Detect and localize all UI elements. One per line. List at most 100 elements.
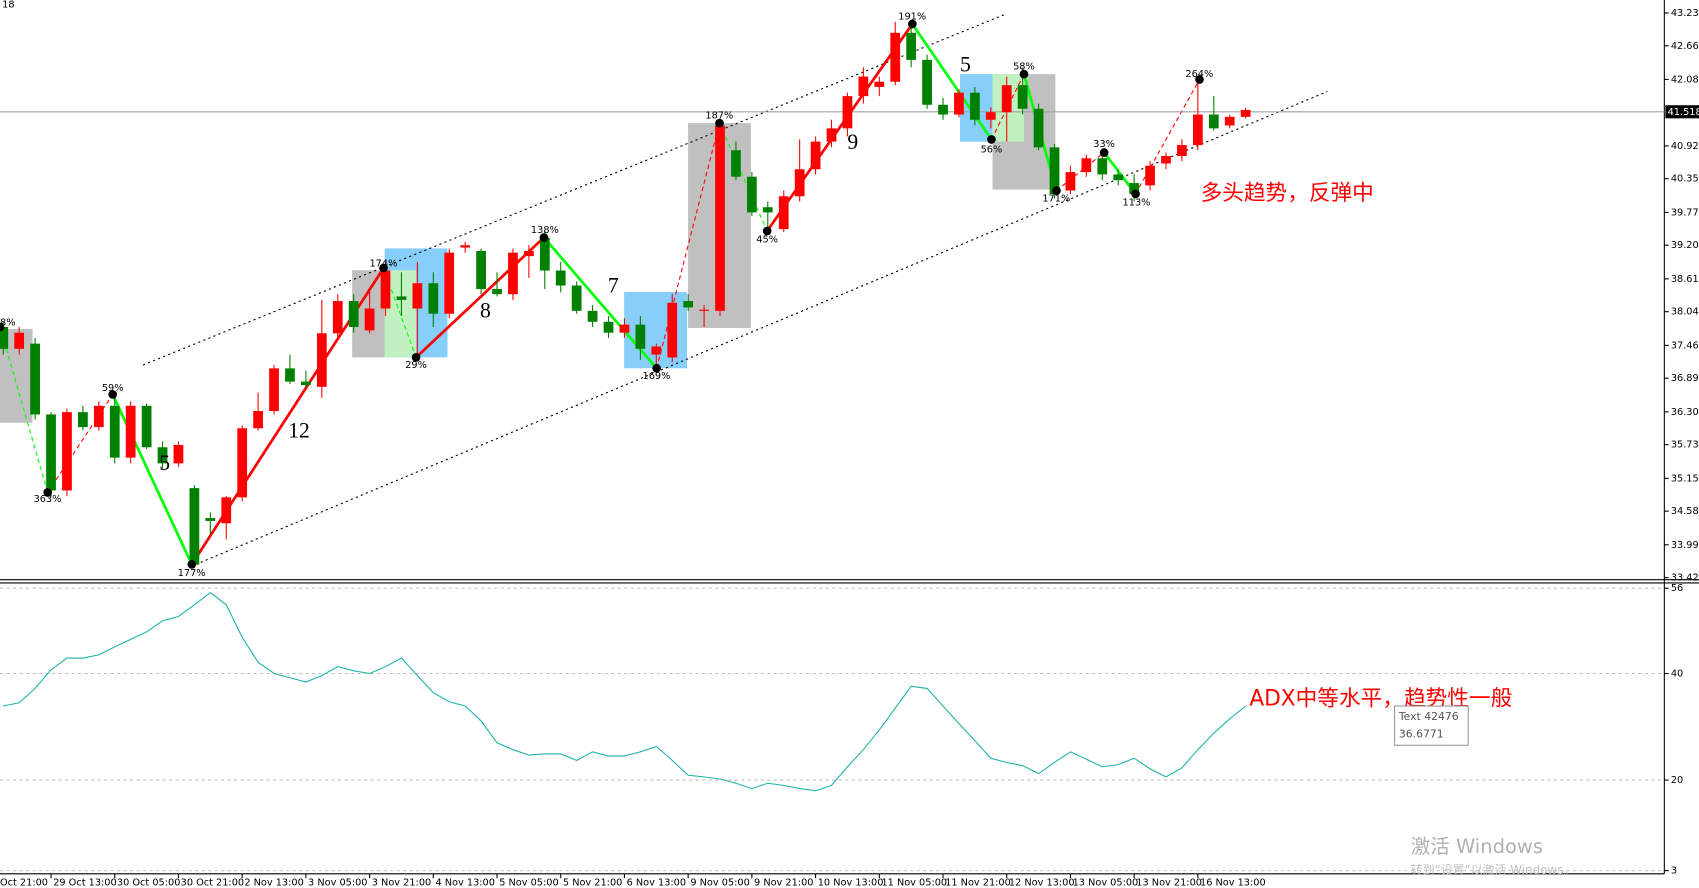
pivot-dot bbox=[411, 353, 421, 362]
candle-body bbox=[1097, 158, 1108, 175]
candle-body bbox=[285, 368, 295, 382]
candle-body bbox=[221, 497, 232, 524]
x-tick-label: 3 Nov 21:00 bbox=[372, 878, 431, 888]
candle-body bbox=[348, 301, 359, 327]
candle-body bbox=[906, 32, 917, 60]
candle-body bbox=[508, 252, 518, 295]
pivot-dot bbox=[379, 263, 388, 273]
candle-body bbox=[460, 245, 471, 248]
wave-count: 12 bbox=[288, 419, 310, 443]
adx-line bbox=[3, 591, 1246, 792]
candle-body bbox=[1081, 158, 1092, 173]
percent-label: 29% bbox=[405, 360, 427, 371]
current-price-box bbox=[1665, 105, 1699, 119]
percent-label: 8% bbox=[0, 317, 15, 328]
x-tick-label: 16 Nov 13:00 bbox=[1200, 878, 1266, 888]
wave-count: 7 bbox=[608, 274, 619, 298]
candle-body bbox=[157, 447, 168, 464]
x-tick-label: 12 Nov 13:00 bbox=[1009, 878, 1075, 888]
candle-body bbox=[269, 368, 279, 411]
pivot-dot bbox=[1099, 148, 1109, 157]
corner-label: 18 bbox=[2, 0, 14, 10]
wave-count: 5 bbox=[960, 52, 971, 76]
zigzag bbox=[111, 393, 194, 565]
y-tick-label: 39.200 bbox=[1671, 240, 1699, 251]
current-price-label: 41.518 bbox=[1668, 107, 1699, 118]
y-tick-label: 56 bbox=[1671, 583, 1683, 594]
candle-body bbox=[922, 59, 932, 105]
candle-body bbox=[237, 428, 248, 498]
x-tick-label: 6 Nov 13:00 bbox=[627, 878, 686, 888]
candle-body bbox=[842, 96, 853, 129]
percent-label: 171% bbox=[1042, 193, 1070, 204]
percent-label: 33% bbox=[1093, 139, 1115, 150]
candle-body bbox=[316, 333, 327, 387]
x-tick-label: 30 Oct 21:00 bbox=[181, 878, 244, 888]
percent-label: 59% bbox=[102, 383, 124, 394]
candle-body bbox=[826, 128, 837, 142]
x-tick-label: 11 Nov 05:00 bbox=[881, 878, 947, 888]
y-tick-label: 37.460 bbox=[1671, 340, 1699, 351]
tooltip-text: 36.6771 bbox=[1399, 727, 1444, 740]
candle-body bbox=[125, 405, 136, 458]
x-tick-label: 11 Nov 21:00 bbox=[945, 878, 1011, 888]
watermark: 转到“设置”以激活 Windows。 bbox=[1411, 862, 1575, 877]
candle-body bbox=[794, 169, 805, 197]
y-tick-label: 40.355 bbox=[1671, 174, 1699, 185]
candle-body bbox=[173, 444, 184, 464]
percent-label: 177% bbox=[178, 568, 206, 579]
percent-label: 187% bbox=[705, 110, 733, 121]
candle-body bbox=[78, 412, 88, 428]
zigzag bbox=[415, 236, 545, 359]
pivot-dot bbox=[762, 226, 772, 236]
percent-label: 264% bbox=[1185, 69, 1213, 80]
candle-body bbox=[954, 92, 964, 115]
x-tick-label: 9 Nov 05:00 bbox=[690, 878, 749, 888]
candle-body bbox=[858, 76, 869, 97]
x-tick-label: 13 Nov 21:00 bbox=[1136, 878, 1202, 888]
y-tick-label: 38.615 bbox=[1671, 274, 1699, 285]
candle-body bbox=[30, 343, 40, 415]
candle-body bbox=[0, 326, 9, 349]
candle-body bbox=[62, 412, 72, 491]
pivot-dot bbox=[1131, 189, 1140, 199]
candle-body bbox=[762, 207, 773, 213]
y-tick-label: 40 bbox=[1671, 668, 1683, 679]
percent-label: 113% bbox=[1123, 198, 1151, 209]
y-tick-label: 42.080 bbox=[1671, 74, 1699, 85]
candle-body bbox=[364, 308, 375, 331]
percent-label: 169% bbox=[643, 371, 671, 382]
y-tick-label: 33.995 bbox=[1671, 540, 1699, 551]
pivot-dot bbox=[908, 19, 917, 29]
candle-body bbox=[571, 285, 582, 311]
candle-body bbox=[985, 112, 996, 120]
candle-body bbox=[93, 405, 104, 428]
candle-body bbox=[476, 250, 486, 289]
candle-body bbox=[746, 176, 757, 213]
zigzag bbox=[0, 326, 49, 493]
pivot-dot bbox=[539, 233, 549, 242]
zone-box bbox=[624, 292, 687, 369]
annotation-note: ADX中等水平，趋势性一般 bbox=[1249, 686, 1512, 711]
tooltip-box bbox=[1393, 705, 1469, 746]
wave-count: 9 bbox=[847, 130, 858, 154]
candle-body bbox=[1208, 114, 1219, 129]
candle-body bbox=[1065, 172, 1076, 191]
candle-body bbox=[524, 250, 534, 257]
y-tick-label: 34.580 bbox=[1671, 506, 1699, 517]
wave-count: 5 bbox=[159, 451, 170, 475]
pivot-dot bbox=[43, 488, 53, 497]
candle-body bbox=[109, 405, 120, 458]
candle-body bbox=[619, 324, 630, 333]
y-tick-label: 36.305 bbox=[1671, 407, 1699, 418]
zigzag bbox=[911, 23, 993, 141]
candle-body bbox=[189, 488, 200, 565]
annotation-note: 多头趋势，反弹中 bbox=[1201, 181, 1374, 206]
pivot-dot bbox=[987, 135, 996, 144]
candle-body bbox=[938, 104, 948, 115]
zigzag bbox=[656, 122, 720, 369]
candle-body bbox=[635, 324, 646, 349]
zigzag bbox=[1056, 152, 1105, 192]
pivot-dot bbox=[108, 390, 118, 399]
y-tick-label: 35.735 bbox=[1671, 440, 1699, 451]
